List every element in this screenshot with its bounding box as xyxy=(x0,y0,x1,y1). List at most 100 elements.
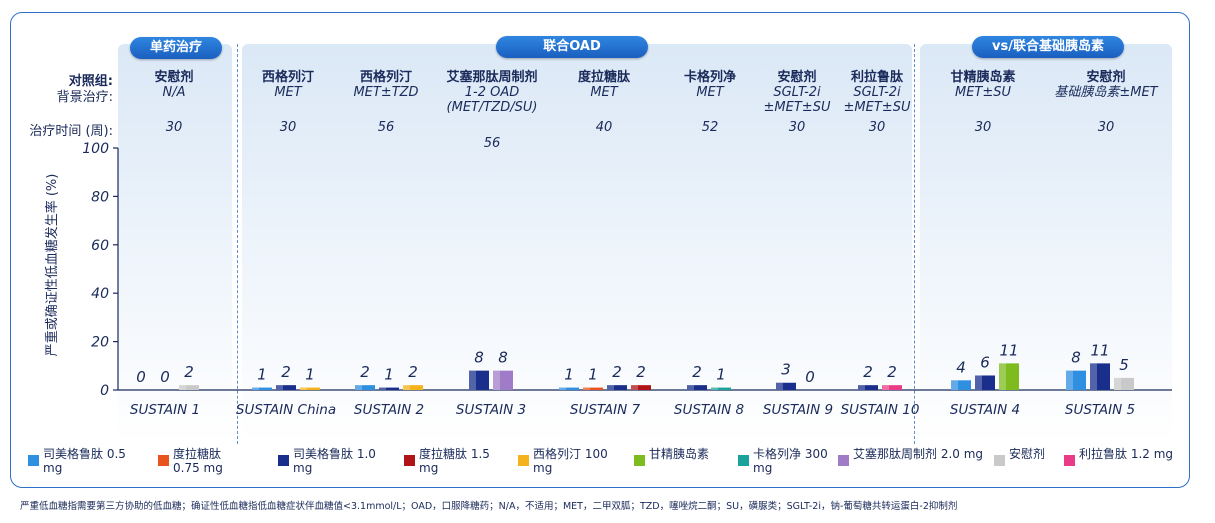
background-therapy: MET xyxy=(696,85,724,100)
legend-swatch xyxy=(1064,455,1075,466)
trial-duration: 30 xyxy=(868,120,886,135)
category-label: SUSTAIN 9 xyxy=(763,402,833,418)
bar-value-label: 4 xyxy=(956,358,966,376)
bar-highlight xyxy=(882,385,889,390)
bar-value-label: 0 xyxy=(805,368,815,386)
category-label: SUSTAIN 4 xyxy=(950,402,1020,418)
bar xyxy=(711,387,731,390)
category-label: SUSTAIN 5 xyxy=(1065,402,1135,418)
background-therapy: SGLT-2i ±MET±SU xyxy=(763,85,831,115)
comparator-name: 利拉鲁肽 xyxy=(850,70,903,85)
bar xyxy=(379,387,399,390)
bar xyxy=(583,387,603,390)
legend-swatch xyxy=(994,455,1005,466)
bar-highlight xyxy=(276,385,283,390)
background-therapy: MET±TZD xyxy=(353,85,419,100)
bar-value-label: 2 xyxy=(184,363,194,381)
background-therapy: 基础胰岛素±MET xyxy=(1054,85,1158,100)
trial-duration: 30 xyxy=(788,120,806,135)
bar-value-label: 8 xyxy=(474,349,484,367)
legend-swatch xyxy=(838,455,849,466)
bar-highlight xyxy=(559,387,566,390)
trial-header: 安慰剂 N/A xyxy=(124,70,224,100)
legend-item: 艾塞那肽周制剂 2.0 mg xyxy=(838,447,983,466)
background-therapy: N/A xyxy=(162,85,186,100)
bar xyxy=(975,375,995,390)
legend-item: 卡格列净 300 mg xyxy=(738,447,833,475)
background-therapy: MET±SU xyxy=(954,85,1012,100)
bar-highlight xyxy=(252,387,259,390)
trial-duration: 30 xyxy=(165,120,183,135)
group-label-oad: 联合OAD xyxy=(496,36,648,58)
category-label: SUSTAIN 2 xyxy=(354,402,424,418)
legend-label: 安慰剂 xyxy=(1009,447,1046,461)
comparator-name: 安慰剂 xyxy=(777,70,817,85)
group-label-monotherapy: 单药治疗 xyxy=(130,37,222,59)
bar-highlight xyxy=(379,387,386,390)
bar-value-label: 1 xyxy=(305,366,315,384)
category-label: SUSTAIN 3 xyxy=(456,402,526,418)
category-label: SUSTAIN 10 xyxy=(841,402,920,418)
legend-label: 艾塞那肽周制剂 2.0 mg xyxy=(853,447,984,461)
bar-value-label: 2 xyxy=(281,363,291,381)
bar-value-label: 1 xyxy=(384,366,394,384)
footnote: 严重低血糖指需要第三方协助的低血糖；确证性低血糖指低血糖症状伴血糖值<3.1mm… xyxy=(20,501,958,512)
bar-value-label: 8 xyxy=(498,349,508,367)
bar-value-label: 1 xyxy=(716,366,726,384)
bar-highlight xyxy=(493,370,500,390)
background-therapy: MET xyxy=(590,85,618,100)
bar-highlight xyxy=(469,370,476,390)
background-therapy: MET xyxy=(274,85,302,100)
legend-label: 司美格鲁肽 1.0 mg xyxy=(293,447,376,475)
bar xyxy=(631,385,651,390)
legend-label: 卡格列净 300 mg xyxy=(753,447,828,475)
group-panel-monotherapy xyxy=(118,44,232,444)
row-label-comparator: 对照组: xyxy=(68,74,113,89)
category-label: SUSTAIN 8 xyxy=(674,402,744,418)
bar xyxy=(559,387,579,390)
trial-header: 利拉鲁肽 SGLT-2i ±MET±SU xyxy=(838,70,916,115)
legend-swatch xyxy=(278,455,289,466)
bar-highlight xyxy=(951,380,958,390)
legend-swatch xyxy=(158,455,169,466)
bar xyxy=(1090,363,1110,390)
bar xyxy=(469,370,489,390)
bar-value-label: 11 xyxy=(1090,341,1109,359)
bar-highlight xyxy=(300,387,307,390)
trial-duration: 30 xyxy=(1097,120,1115,135)
group-divider xyxy=(914,44,915,444)
group-divider xyxy=(237,44,238,444)
bar xyxy=(858,385,878,390)
y-tick-label: 40 xyxy=(91,286,109,302)
legend-label: 度拉糖肽 0.75 mg xyxy=(173,447,223,475)
legend-item: 利拉鲁肽 1.2 mg xyxy=(1064,447,1173,466)
bar xyxy=(179,385,199,390)
y-tick-label: 80 xyxy=(91,189,109,205)
bar xyxy=(252,387,272,390)
bar-value-label: 11 xyxy=(999,341,1018,359)
bar-value-label: 6 xyxy=(980,353,990,371)
bar xyxy=(776,382,796,390)
trial-duration: 56 xyxy=(483,136,501,151)
legend-item: 甘精胰岛素 xyxy=(634,447,709,466)
legend-item: 西格列汀 100 mg xyxy=(518,447,628,475)
legend-swatch xyxy=(404,455,415,466)
legend-label: 度拉糖肽 1.5 mg xyxy=(419,447,490,475)
bar-value-label: 2 xyxy=(863,363,873,381)
y-tick-label: 100 xyxy=(82,141,109,157)
bar-value-label: 2 xyxy=(360,363,370,381)
bar-highlight xyxy=(999,363,1006,390)
bar-highlight xyxy=(607,385,614,390)
bar-value-label: 2 xyxy=(887,363,897,381)
group-panel-insulin xyxy=(920,44,1172,444)
chart-legend: 司美格鲁肽 0.5 mg 度拉糖肽 0.75 mg 司美格鲁肽 1.0 mg 度拉糖肽… xyxy=(0,447,1215,477)
group-label-insulin: vs/联合基础胰岛素 xyxy=(972,36,1124,58)
trial-header: 甘精胰岛素 MET±SU xyxy=(938,70,1028,100)
category-label: SUSTAIN 7 xyxy=(570,402,641,418)
bar-highlight xyxy=(1114,377,1121,390)
category-label: SUSTAIN 1 xyxy=(130,402,200,418)
bar xyxy=(1114,377,1134,390)
comparator-name: 安慰剂 xyxy=(1086,70,1126,85)
trial-header: 安慰剂 SGLT-2i ±MET±SU xyxy=(758,70,836,115)
bar xyxy=(276,385,296,390)
